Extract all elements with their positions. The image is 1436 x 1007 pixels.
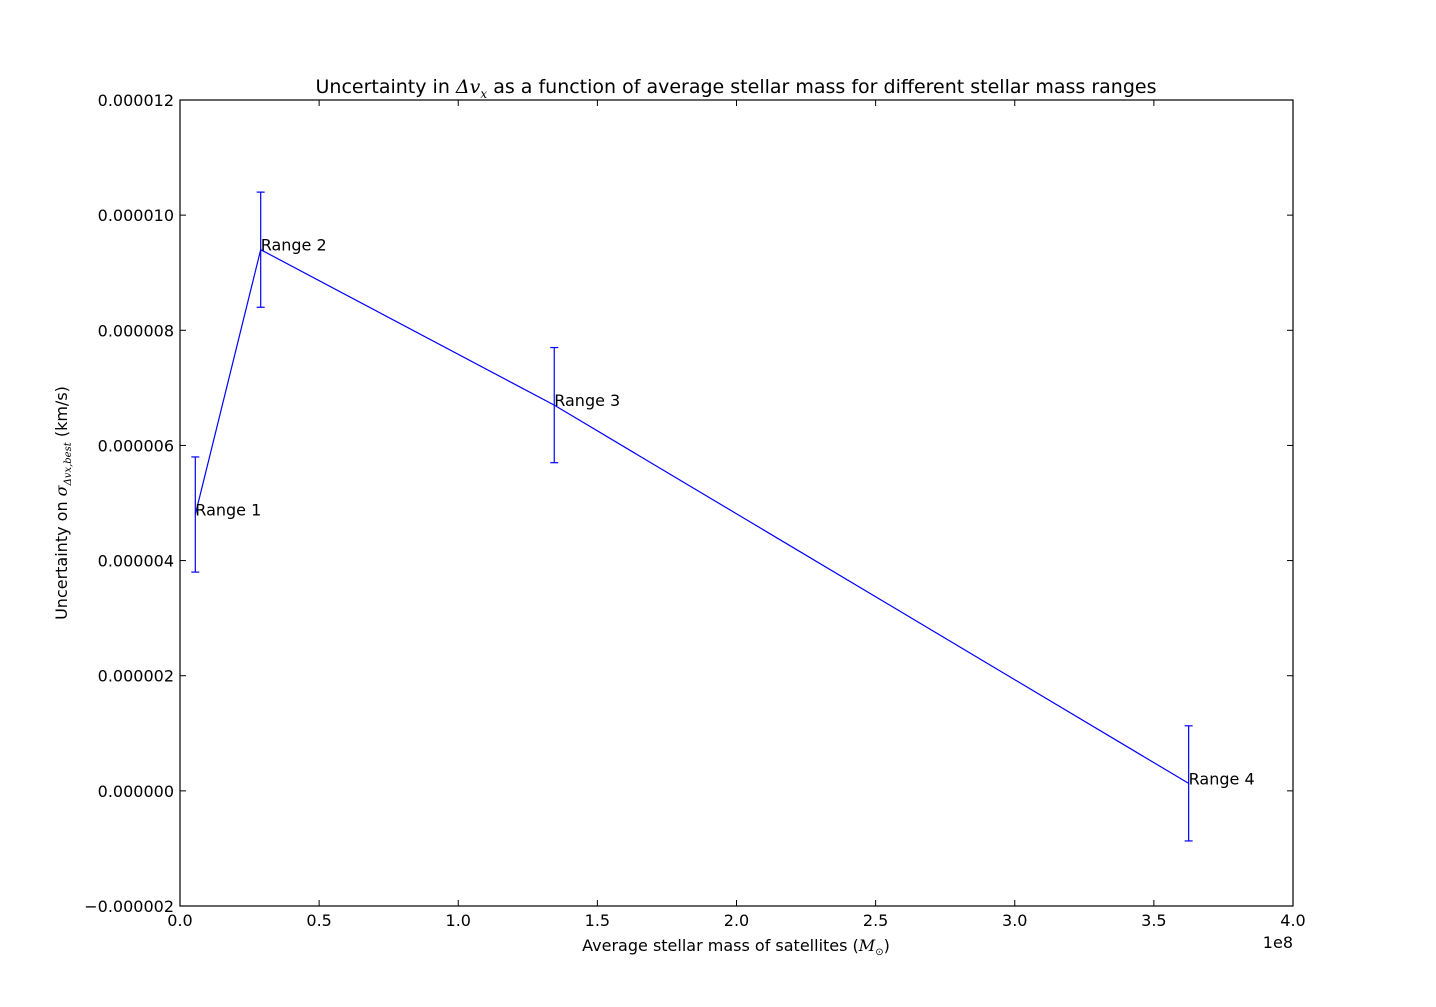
- point-label: Range 1: [195, 501, 261, 520]
- y-tick-label: 0.000004: [98, 552, 174, 571]
- x-axis-ticks: 0.0 0.5 1.0 1.5 2.0 2.5 3.0 3.5 4.0: [167, 100, 1306, 930]
- data-series: Range 1 Range 2 Range 3 Range 4: [191, 191, 1255, 842]
- x-axis-label: Average stellar mass of satellites (M⊙): [582, 936, 890, 958]
- y-tick-label: 0.000002: [98, 667, 174, 686]
- error-bar: [1184, 725, 1193, 842]
- x-tick-label: 0.5: [306, 911, 331, 930]
- point-label: Range 3: [554, 391, 620, 410]
- x-tick-label: 0.0: [167, 911, 192, 930]
- y-tick-label: −0.000002: [84, 897, 174, 916]
- y-tick-label: 0.000008: [98, 321, 174, 340]
- x-tick-label: 2.0: [724, 911, 749, 930]
- y-tick-label: 0.000012: [98, 91, 174, 110]
- error-bar: [191, 456, 200, 573]
- point-label: Range 2: [261, 236, 327, 255]
- y-axis-ticks: −0.000002 0.000000 0.000002 0.000004 0.00000…: [84, 91, 1293, 916]
- chart-title: Uncertainty in Δvx as a function of aver…: [316, 76, 1157, 101]
- x-tick-label: 1.0: [446, 911, 471, 930]
- x-tick-label: 4.0: [1280, 911, 1305, 930]
- y-axis-label: Uncertainty on σΔvx,best (km/s): [52, 386, 74, 620]
- y-tick-label: 0.000010: [98, 206, 174, 225]
- error-bar: [550, 346, 559, 464]
- x-tick-label: 1.5: [585, 911, 610, 930]
- x-tick-label: 2.5: [863, 911, 888, 930]
- point-label: Range 4: [1189, 769, 1255, 788]
- error-bar: [256, 191, 265, 308]
- plot-frame: [179, 99, 1294, 907]
- x-tick-label: 3.5: [1141, 911, 1166, 930]
- y-tick-label: 0.000000: [98, 782, 174, 801]
- y-tick-label: 0.000006: [98, 436, 174, 455]
- series-line: [194, 248, 1189, 784]
- x-offset-label: 1e8: [1263, 933, 1293, 952]
- x-tick-label: 3.0: [1002, 911, 1027, 930]
